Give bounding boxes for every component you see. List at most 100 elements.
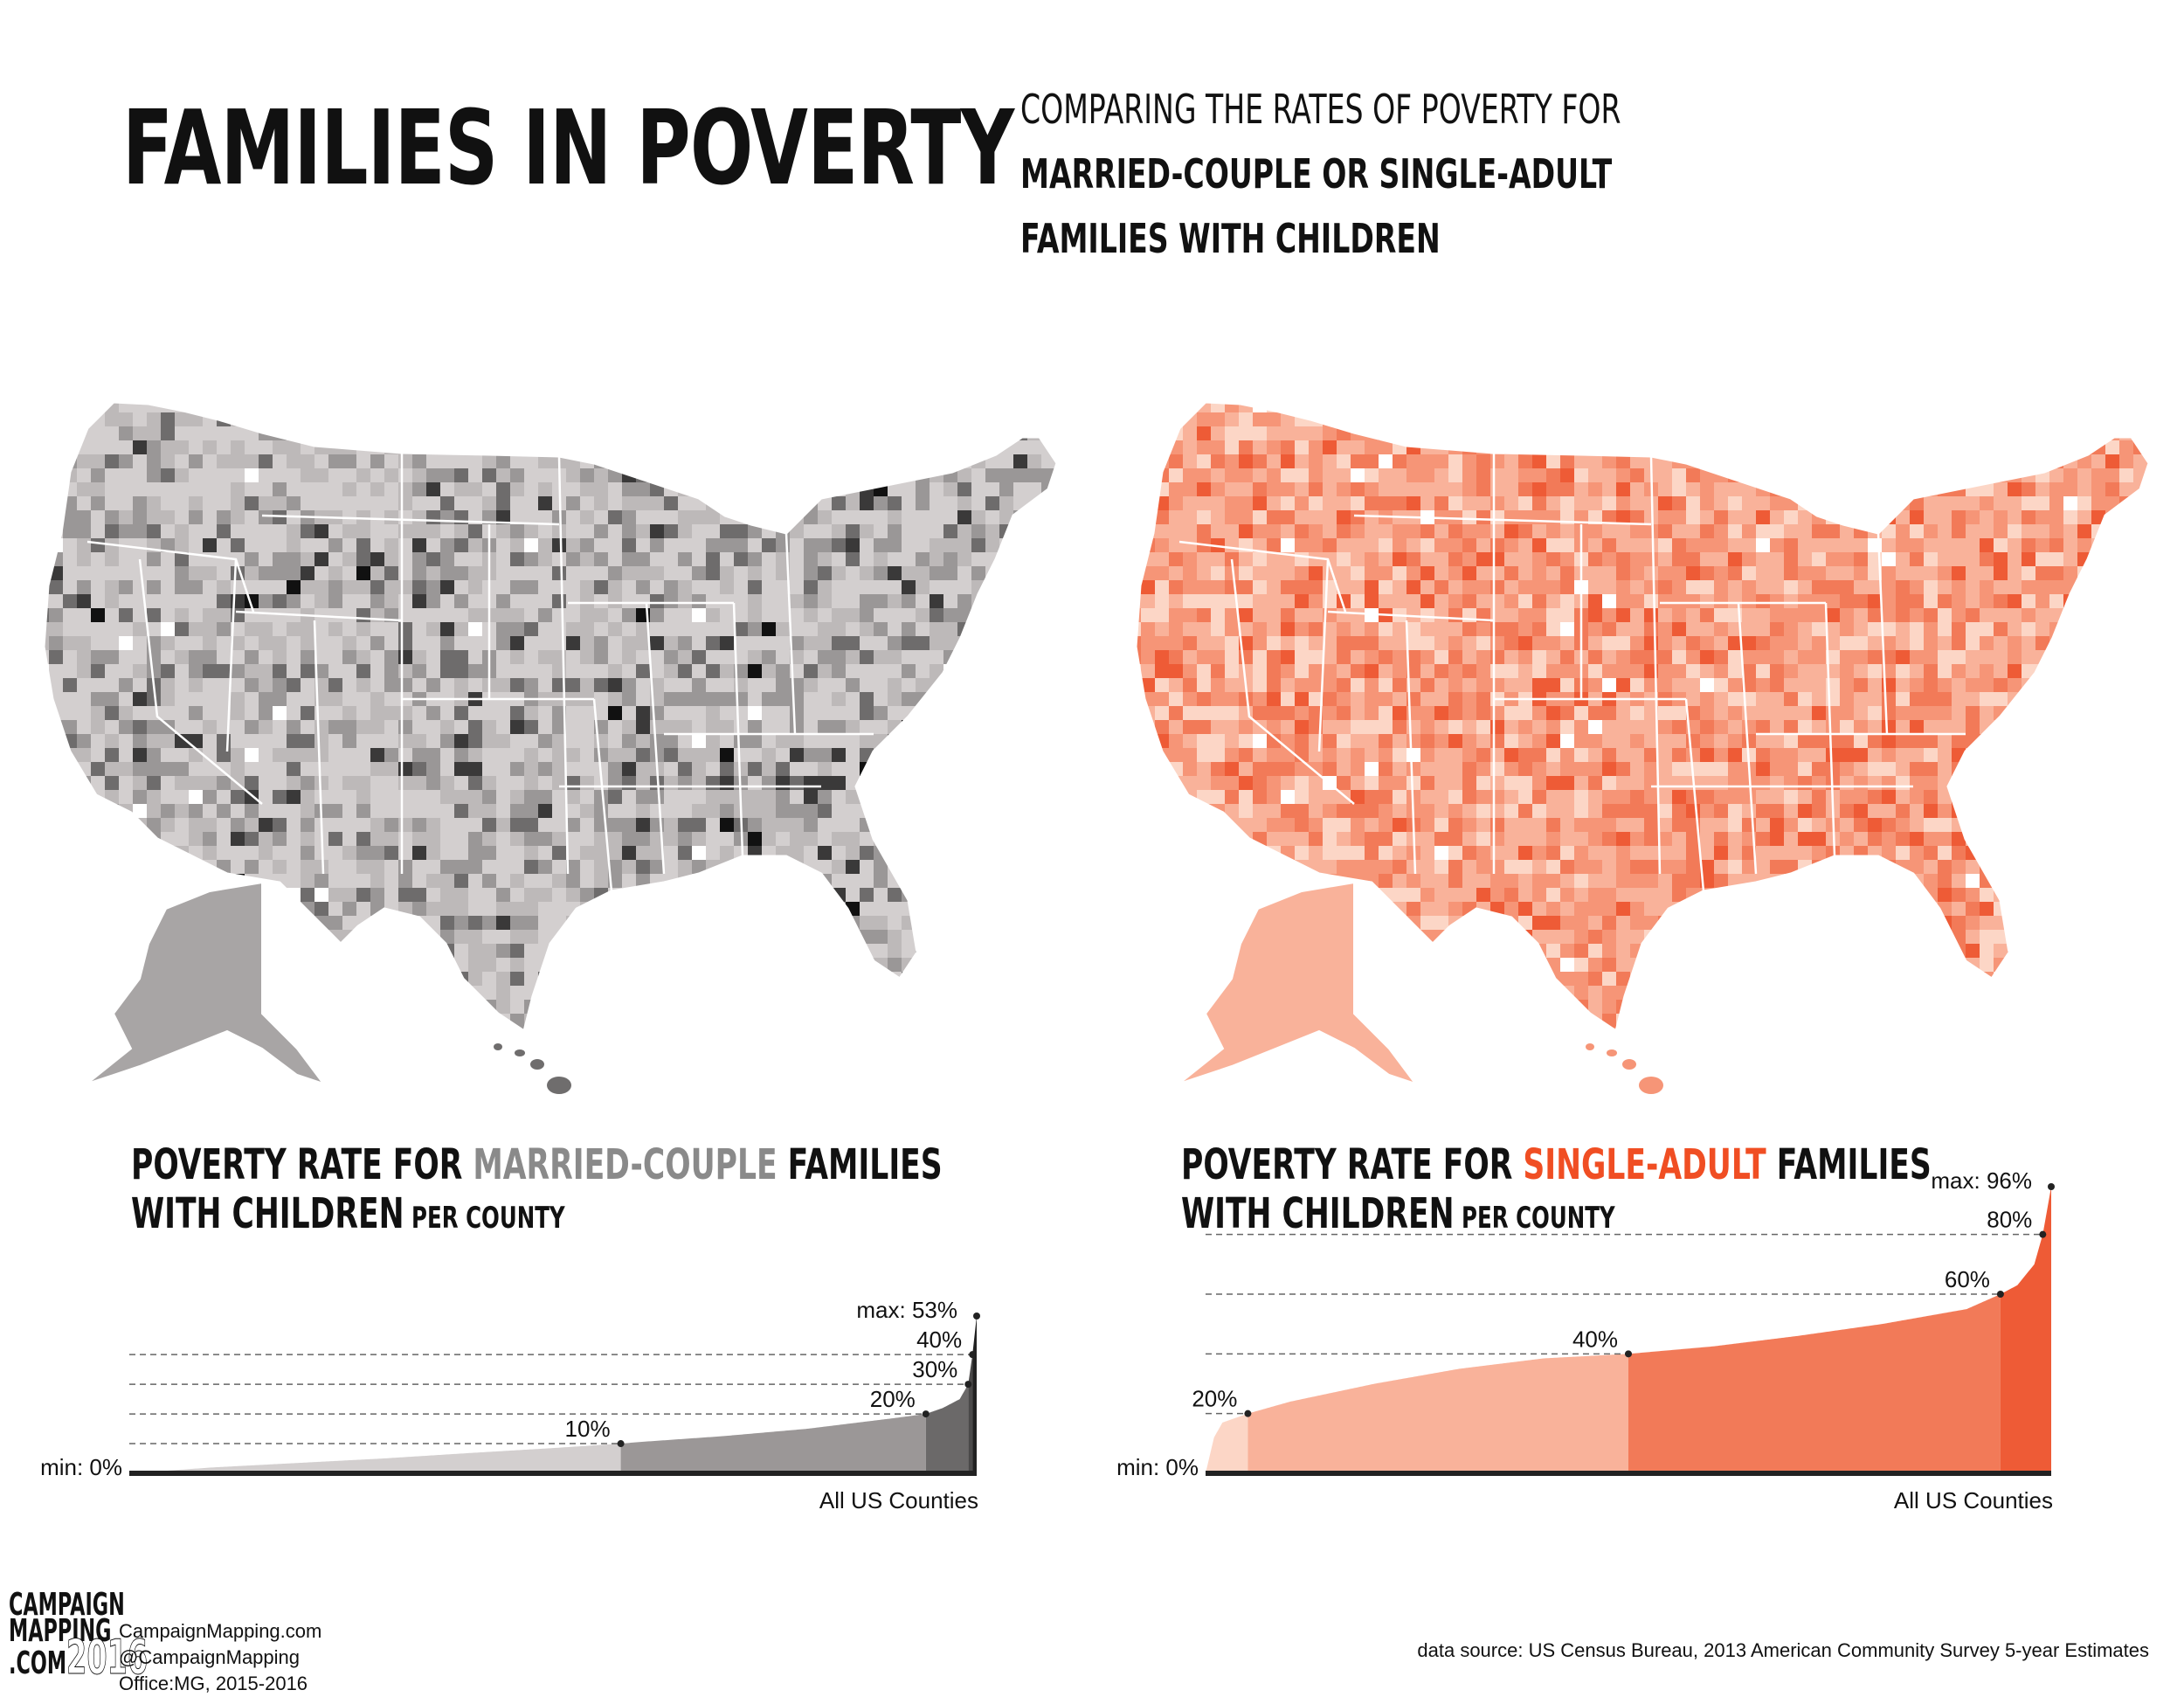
county-tile [1504,384,1519,399]
county-tile [482,496,497,511]
county-tile [664,496,679,511]
county-tile [762,818,777,833]
county-tile [203,720,218,735]
county-tile [1055,762,1057,777]
county-tile [1295,384,1310,399]
county-tile [510,412,525,427]
county-tile [943,1042,958,1056]
county-tile [217,594,232,609]
county-tile [776,440,791,455]
county-tile [2161,440,2175,455]
county-tile [314,944,329,959]
county-tile [888,748,902,763]
county-tile [748,916,763,931]
county-tile [245,678,259,693]
county-tile [468,916,483,931]
county-tile [1742,468,1757,483]
county-tile [706,902,721,917]
county-tile [370,402,385,413]
county-tile [91,804,106,819]
county-tile [342,860,357,875]
county-tile [1365,510,1379,525]
county-tile [1041,402,1056,413]
county-tile [454,916,469,931]
county-tile [1560,426,1575,441]
county-tile [804,986,819,1001]
county-tile [1041,804,1056,819]
county-tile [1728,580,1743,595]
county-tile [1588,482,1603,497]
county-tile [902,986,916,1001]
county-tile [971,706,986,721]
county-tile [916,524,930,539]
county-tile [77,538,92,553]
county-tile [119,692,134,707]
county-tile [63,1000,78,1015]
county-tile [454,454,469,469]
county-tile [49,384,64,399]
county-tile [328,986,343,1001]
county-tile [384,664,399,679]
county-tile [902,734,916,749]
county-tile [664,776,679,791]
county-tile [650,1042,665,1056]
county-tile [999,454,1014,469]
county-tile [594,580,609,595]
county-tile [273,706,287,721]
county-tile [2133,412,2148,427]
county-tile [566,636,581,651]
county-tile [706,454,721,469]
county-tile [496,874,511,889]
county-tile [1602,594,1617,609]
county-tile [384,402,399,413]
county-tile [231,846,245,861]
county-tile [301,482,315,497]
county-tile [1630,594,1645,609]
county-tile [426,902,441,917]
county-tile [426,402,441,413]
county-tile [776,510,791,525]
county-tile [63,636,78,651]
county-tile [860,552,874,567]
county-tile [720,706,735,721]
county-tile [1365,440,1379,455]
county-tile [790,552,805,567]
county-tile [328,1028,343,1031]
county-tile [1136,412,1142,427]
county-tile [1211,594,1226,609]
county-tile [706,580,721,595]
county-tile [524,902,539,917]
county-tile [930,972,944,987]
county-tile [985,762,1000,777]
county-tile [454,776,469,791]
county-tile [1518,426,1533,441]
county-tile [1055,720,1057,735]
county-tile [1013,762,1028,777]
county-tile [902,748,916,763]
county-tile [384,580,399,595]
county-tile [776,1042,791,1056]
county-tile [2119,524,2134,539]
county-tile [91,860,106,875]
county-tile [1672,594,1687,609]
county-tile [1027,930,1042,945]
county-tile [1826,440,1841,455]
county-tile [678,1028,693,1031]
county-tile [608,622,623,637]
county-tile [957,832,972,847]
county-tile [1069,944,1083,959]
county-tile [1055,818,1057,833]
county-tile [1910,580,1925,595]
county-tile [1854,594,1869,609]
county-tile [2161,580,2175,595]
county-tile [943,538,958,553]
county-tile [1013,706,1028,721]
county-tile [398,510,413,525]
county-tile [692,762,707,777]
county-tile [524,454,539,469]
county-tile [301,706,315,721]
county-tile [594,496,609,511]
county-tile [398,972,413,987]
county-tile [301,468,315,483]
county-tile [748,454,763,469]
